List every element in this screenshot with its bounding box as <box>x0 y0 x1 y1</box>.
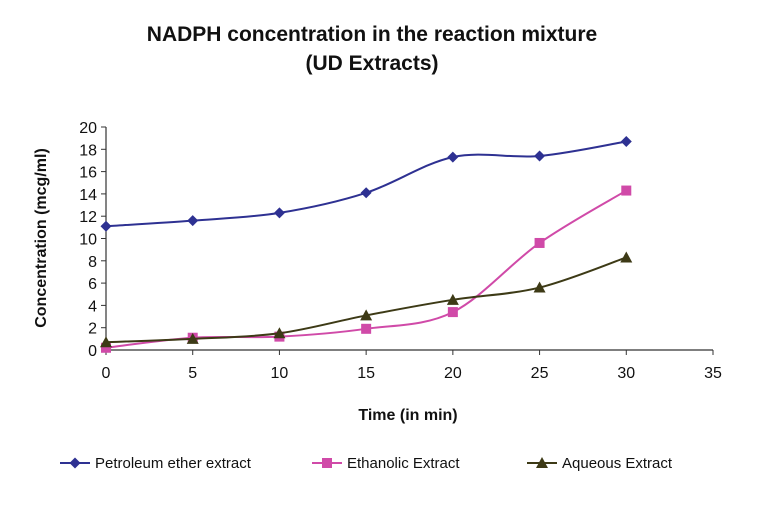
data-point <box>620 135 632 147</box>
data-point <box>447 151 459 163</box>
series-line <box>105 140 627 228</box>
data-point <box>360 187 372 199</box>
legend-marker <box>69 457 81 469</box>
legend-label: Petroleum ether extract <box>95 455 252 472</box>
legend-label: Ethanolic Extract <box>347 455 460 472</box>
legend-label: Aqueous Extract <box>562 455 673 472</box>
x-tick-label: 5 <box>188 365 197 382</box>
legend-item: Aqueous Extract <box>527 455 673 472</box>
series-2 <box>100 251 633 348</box>
data-point <box>101 342 111 353</box>
data-point <box>533 281 546 293</box>
legend-marker <box>322 458 332 468</box>
legend-marker <box>536 457 548 468</box>
data-point <box>360 309 373 321</box>
axes: 0 2 4 6 8 10 12 14 16 18 20 0 5 10 15 20 25 30 35 <box>79 120 722 382</box>
y-tick-label: 2 <box>88 321 97 338</box>
series-0 <box>100 135 632 232</box>
x-tick-label: 15 <box>357 365 375 382</box>
data-point <box>273 207 285 219</box>
data-point <box>534 150 546 162</box>
chart-title-line-2: (UD Extracts) <box>305 52 438 75</box>
x-axis-label: Time (in min) <box>358 407 457 424</box>
data-point <box>447 307 458 318</box>
data-point <box>273 327 286 339</box>
y-tick-label: 18 <box>79 142 97 159</box>
data-point <box>100 336 112 348</box>
legend: Petroleum ether extract Ethanolic Extract… <box>60 455 673 472</box>
x-tick-label: 30 <box>617 365 635 382</box>
series-layer <box>100 135 633 353</box>
data-point <box>100 220 112 232</box>
data-point <box>186 332 199 344</box>
series-1 <box>101 185 632 353</box>
chart-title-line-1: NADPH concentration in the reaction mixt… <box>147 23 597 46</box>
data-point <box>187 215 199 227</box>
y-tick-label: 10 <box>79 232 97 249</box>
x-tick-label: 35 <box>704 365 722 382</box>
data-point <box>620 251 633 263</box>
y-tick-label: 8 <box>88 254 97 271</box>
legend-item: Petroleum ether extract <box>60 455 252 472</box>
y-axis-label: Concentration (mcg/ml) <box>33 148 50 328</box>
y-tick-label: 14 <box>79 187 97 204</box>
x-tick-label: 0 <box>102 365 111 382</box>
y-tick-label: 12 <box>79 209 97 226</box>
y-tick-label: 16 <box>79 165 97 182</box>
y-tick-label: 6 <box>88 276 97 293</box>
data-point <box>534 237 545 248</box>
y-tick-label: 20 <box>79 120 97 137</box>
y-tick-label: 0 <box>88 343 97 360</box>
y-tick-label: 4 <box>88 298 97 315</box>
x-tick-label: 10 <box>271 365 289 382</box>
data-point <box>446 293 459 305</box>
data-point <box>361 323 372 334</box>
x-tick-label: 20 <box>444 365 462 382</box>
data-point <box>621 185 632 196</box>
x-tick-label: 25 <box>531 365 549 382</box>
legend-item: Ethanolic Extract <box>312 455 460 472</box>
